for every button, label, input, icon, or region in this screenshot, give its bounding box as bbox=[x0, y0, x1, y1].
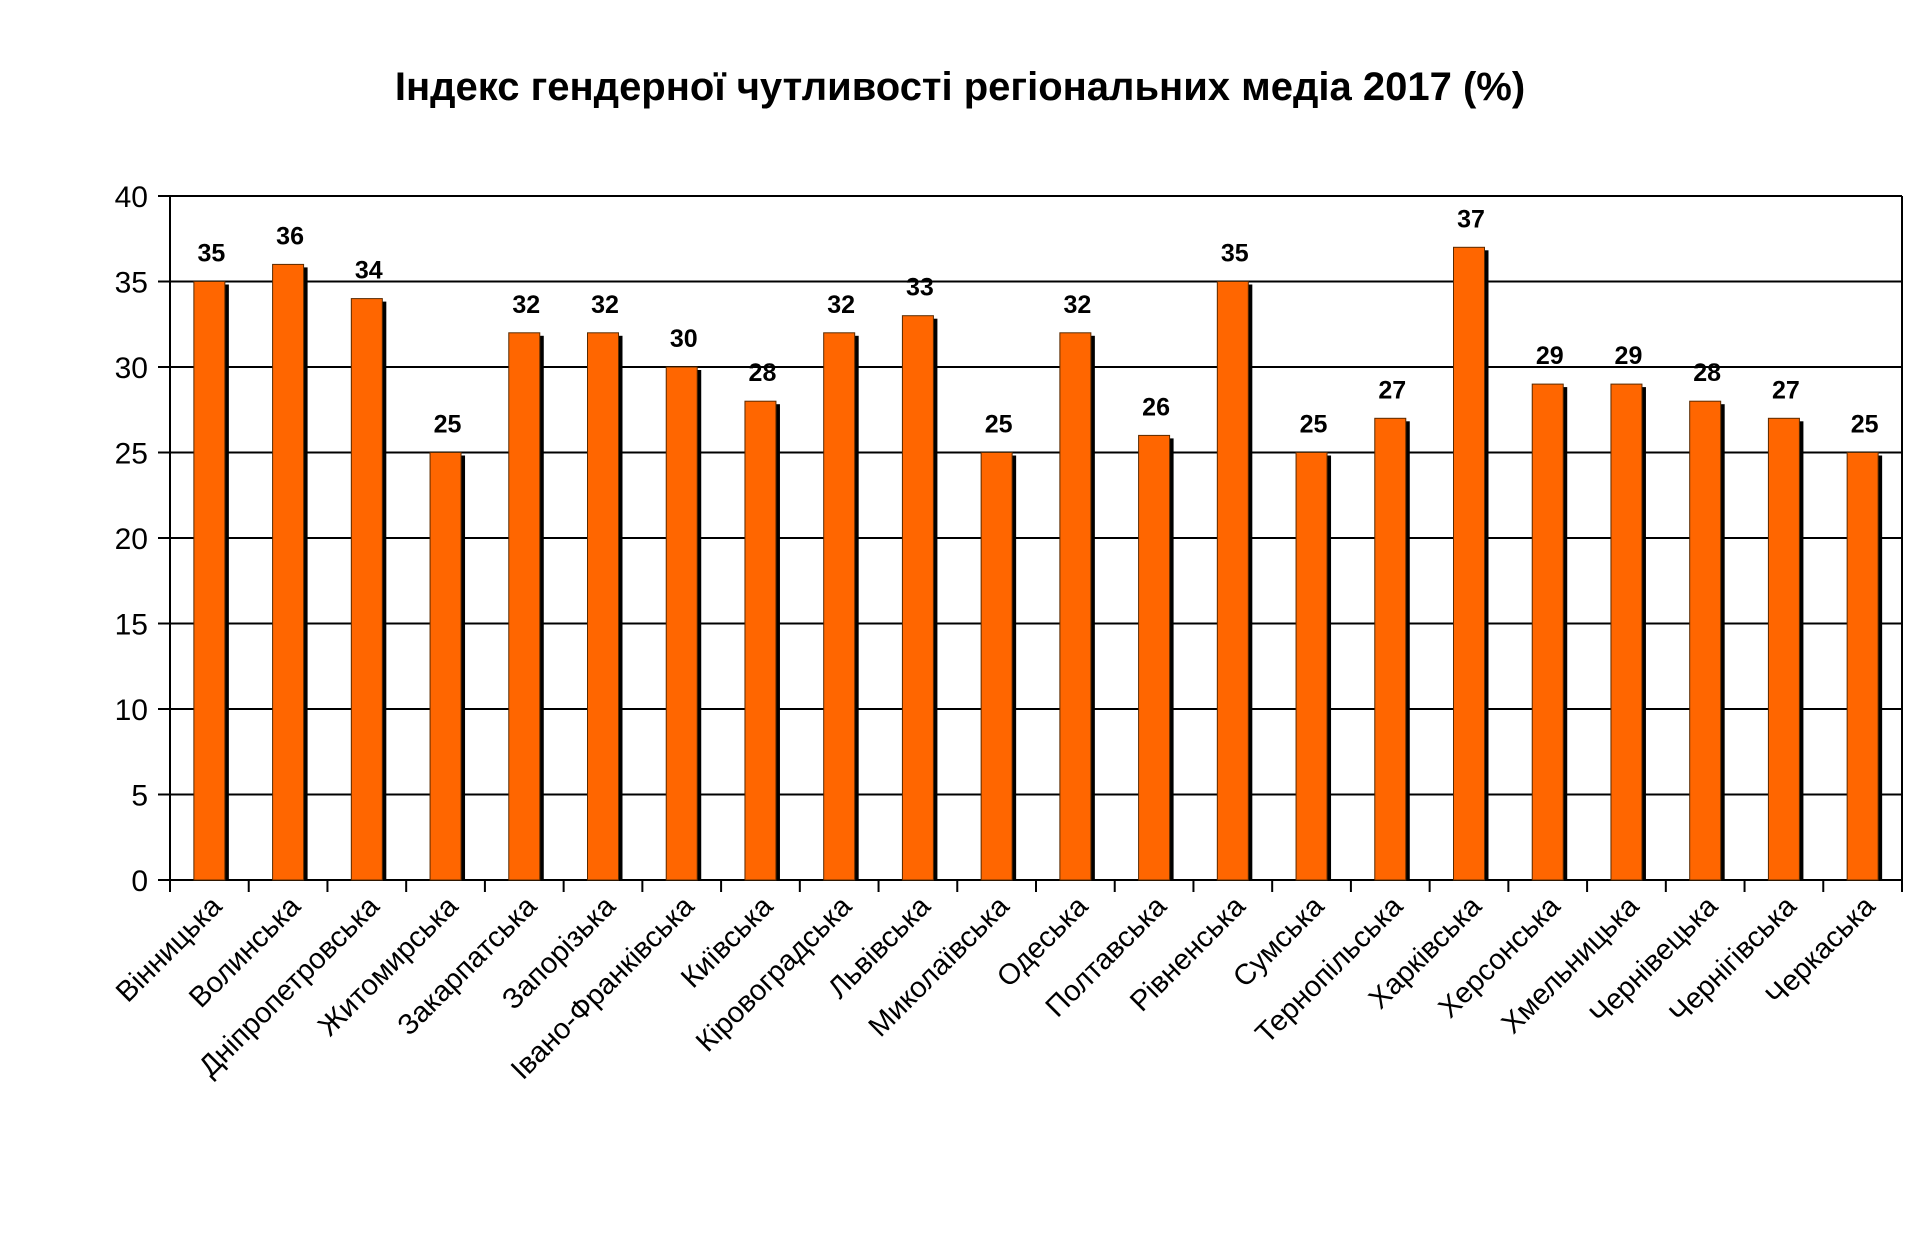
bar bbox=[429, 452, 462, 881]
data-label: 32 bbox=[1063, 291, 1091, 319]
bar bbox=[508, 332, 541, 881]
bar bbox=[1138, 434, 1171, 881]
bar bbox=[1453, 246, 1485, 881]
y-tick-label: 35 bbox=[115, 267, 148, 300]
data-label: 33 bbox=[906, 274, 934, 302]
y-tick-label: 30 bbox=[115, 352, 148, 385]
data-label: 28 bbox=[749, 359, 777, 387]
bar bbox=[1531, 383, 1564, 881]
data-label: 32 bbox=[827, 291, 855, 319]
data-label: 25 bbox=[1851, 411, 1879, 439]
data-label: 37 bbox=[1457, 205, 1485, 233]
bar bbox=[193, 281, 226, 881]
data-label: 34 bbox=[355, 257, 383, 285]
bar bbox=[1059, 332, 1092, 881]
data-label: 32 bbox=[591, 291, 619, 319]
data-label: 25 bbox=[1300, 411, 1328, 439]
bar bbox=[1846, 452, 1879, 881]
bar bbox=[1689, 400, 1722, 881]
bar bbox=[587, 332, 619, 881]
bar bbox=[1295, 452, 1328, 881]
data-label: 25 bbox=[434, 411, 462, 439]
data-label: 30 bbox=[670, 325, 698, 353]
data-label: 35 bbox=[197, 240, 225, 268]
bar bbox=[980, 452, 1013, 881]
bar bbox=[1374, 417, 1407, 881]
bar bbox=[744, 400, 777, 881]
y-tick-label: 15 bbox=[115, 609, 148, 642]
data-label: 36 bbox=[276, 222, 304, 250]
y-tick-label: 0 bbox=[131, 865, 148, 898]
bars bbox=[193, 246, 1883, 881]
data-label: 27 bbox=[1772, 376, 1800, 404]
data-label: 27 bbox=[1378, 376, 1406, 404]
data-label: 29 bbox=[1536, 342, 1564, 370]
data-labels: 35 36 34 25 32 32 30 28 32 33 25 32 26 35 25 27 37 29 29 28… bbox=[197, 205, 1878, 438]
bar bbox=[1767, 417, 1800, 881]
bar bbox=[1610, 383, 1643, 881]
y-tick-label: 5 bbox=[131, 780, 148, 813]
category-label: Хмельницька bbox=[1496, 890, 1646, 1040]
data-label: 32 bbox=[512, 291, 540, 319]
bar bbox=[1216, 281, 1249, 881]
data-label: 26 bbox=[1142, 393, 1170, 421]
data-label: 35 bbox=[1221, 240, 1249, 268]
category-label: Закарпатська bbox=[392, 890, 544, 1042]
data-label: 25 bbox=[985, 411, 1013, 439]
bar bbox=[272, 263, 305, 881]
bar bbox=[350, 298, 383, 881]
data-label: 28 bbox=[1693, 359, 1721, 387]
category-label: Миколаївська bbox=[863, 890, 1016, 1043]
bar bbox=[823, 332, 856, 881]
y-tick-label: 25 bbox=[115, 438, 148, 471]
y-tick-label: 20 bbox=[115, 523, 148, 556]
data-label: 29 bbox=[1615, 342, 1643, 370]
bar bbox=[901, 315, 934, 881]
y-tick-labels: 0 5 10 15 20 25 30 35 40 bbox=[115, 181, 148, 898]
category-labels: ВінницькаВолинськаДніпропетровськаЖитоми… bbox=[110, 890, 1882, 1086]
y-tick-label: 40 bbox=[115, 181, 148, 214]
bar bbox=[665, 366, 698, 881]
category-label: Житомирська bbox=[312, 890, 465, 1043]
y-tick-label: 10 bbox=[115, 694, 148, 727]
chart-title: Індекс гендерної чутливості регіональних… bbox=[395, 65, 1525, 109]
